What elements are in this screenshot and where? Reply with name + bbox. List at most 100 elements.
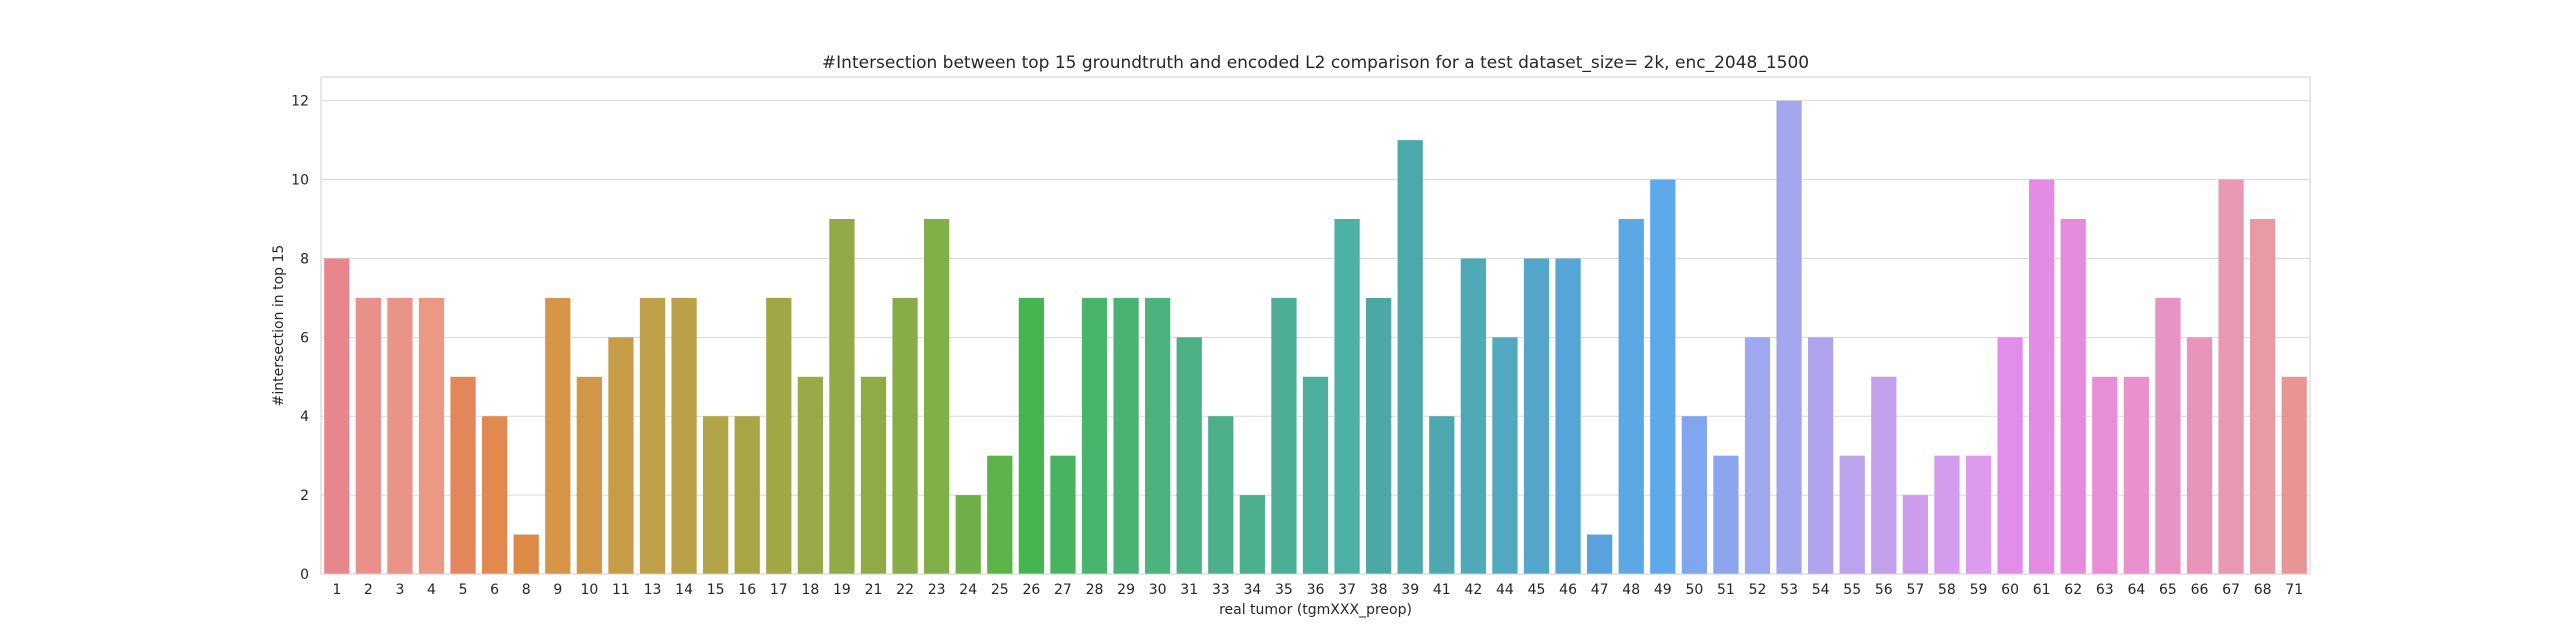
bar-19 <box>829 219 855 574</box>
y-tick-label: 6 <box>300 330 309 346</box>
bar-42 <box>1460 258 1486 574</box>
bar-13 <box>639 297 666 574</box>
bar-56 <box>1871 376 1897 574</box>
x-tick-label: 41 <box>1433 582 1451 598</box>
x-tick-label: 19 <box>833 582 851 598</box>
x-tick-label: 59 <box>1970 582 1988 598</box>
bar-5 <box>450 376 476 574</box>
x-tick-label: 17 <box>770 582 788 598</box>
x-tick-label: 2 <box>364 582 373 598</box>
bar-23 <box>924 219 950 574</box>
x-tick-label: 44 <box>1496 582 1514 598</box>
bar-44 <box>1492 337 1518 574</box>
x-tick-label: 65 <box>2159 582 2177 598</box>
y-tick-label: 8 <box>300 251 309 267</box>
bar-52 <box>1744 337 1771 574</box>
x-tick-label: 10 <box>580 582 598 598</box>
x-tick-label: 29 <box>1117 582 1135 598</box>
x-tick-label: 50 <box>1685 582 1703 598</box>
bar-65 <box>2155 297 2181 574</box>
bar-15 <box>703 416 729 574</box>
bar-58 <box>1934 455 1960 574</box>
x-tick-label: 37 <box>1338 582 1356 598</box>
x-tick-label: 28 <box>1086 582 1104 598</box>
bar-30 <box>1145 297 1171 574</box>
x-tick-label: 3 <box>395 582 404 598</box>
bar-50 <box>1681 416 1707 574</box>
bar-26 <box>1018 297 1044 574</box>
bar-67 <box>2218 179 2244 575</box>
x-tick-label: 30 <box>1149 582 1167 598</box>
bar-27 <box>1050 455 1076 574</box>
bar-16 <box>734 416 760 574</box>
bar-66 <box>2186 337 2213 574</box>
x-tick-label: 68 <box>2254 582 2272 598</box>
x-tick-label: 46 <box>1559 582 1577 598</box>
x-tick-label: 42 <box>1464 582 1482 598</box>
x-tick-label: 39 <box>1401 582 1419 598</box>
y-tick-label: 10 <box>291 173 309 189</box>
bar-34 <box>1239 495 1265 574</box>
bar-36 <box>1302 376 1329 574</box>
x-tick-label: 15 <box>707 582 725 598</box>
bar-64 <box>2123 376 2149 574</box>
x-tick-label: 23 <box>928 582 946 598</box>
bar-8 <box>513 534 539 574</box>
x-tick-labels: 1 2 3 4 5 6 8 9 10 11 13 14 15 16 17 18 19 21 22 23 24 25 26 27… <box>332 582 2303 598</box>
x-tick-label: 61 <box>2033 582 2051 598</box>
x-tick-label: 27 <box>1054 582 1072 598</box>
x-tick-label: 47 <box>1591 582 1609 598</box>
bar-60 <box>1997 337 2023 574</box>
x-tick-label: 9 <box>553 582 562 598</box>
bar-24 <box>955 495 981 574</box>
bar-4 <box>418 297 445 574</box>
bar-53 <box>1776 100 1802 575</box>
x-tick-label: 4 <box>427 582 436 598</box>
x-tick-label: 58 <box>1938 582 1956 598</box>
bar-35 <box>1271 297 1297 574</box>
bar-39 <box>1397 140 1423 574</box>
bar-22 <box>892 297 918 574</box>
x-tick-label: 18 <box>801 582 819 598</box>
x-tick-label: 54 <box>1812 582 1830 598</box>
x-tick-label: 31 <box>1180 582 1198 598</box>
x-tick-label: 24 <box>959 582 977 598</box>
bar-25 <box>987 455 1013 574</box>
chart-title: #Intersection between top 15 groundtruth… <box>822 53 1809 73</box>
x-axis-title: real tumor (tgmXXX_preop) <box>1219 602 1412 618</box>
bar-38 <box>1366 297 1392 574</box>
bar-41 <box>1429 416 1455 574</box>
x-tick-label: 62 <box>2064 582 2082 598</box>
y-axis-title: #intersection in top 15 <box>271 245 287 407</box>
bar-18 <box>797 376 823 574</box>
x-tick-label: 11 <box>612 582 630 598</box>
bar-55 <box>1839 455 1865 574</box>
bar-10 <box>576 376 602 574</box>
bar-46 <box>1555 258 1581 574</box>
x-tick-label: 21 <box>865 582 883 598</box>
x-tick-label: 5 <box>459 582 468 598</box>
bar-59 <box>1965 455 1992 574</box>
x-tick-label: 48 <box>1622 582 1640 598</box>
bar-6 <box>482 416 508 574</box>
bar-61 <box>2029 179 2055 575</box>
bar-11 <box>608 337 634 574</box>
bar-2 <box>355 297 381 574</box>
bar-1 <box>324 258 350 574</box>
x-tick-label: 52 <box>1749 582 1767 598</box>
bar-63 <box>2092 376 2118 574</box>
bar-54 <box>1808 337 1834 574</box>
x-tick-label: 55 <box>1843 582 1861 598</box>
bar-49 <box>1650 179 1676 575</box>
bar-9 <box>545 297 571 574</box>
bar-51 <box>1713 455 1739 574</box>
x-tick-label: 6 <box>490 582 499 598</box>
x-tick-label: 8 <box>522 582 531 598</box>
bar-33 <box>1208 416 1234 574</box>
x-tick-label: 16 <box>738 582 756 598</box>
x-tick-label: 22 <box>896 582 914 598</box>
plot-frame <box>320 76 2311 575</box>
bar-37 <box>1334 219 1360 574</box>
x-tick-label: 60 <box>2001 582 2019 598</box>
